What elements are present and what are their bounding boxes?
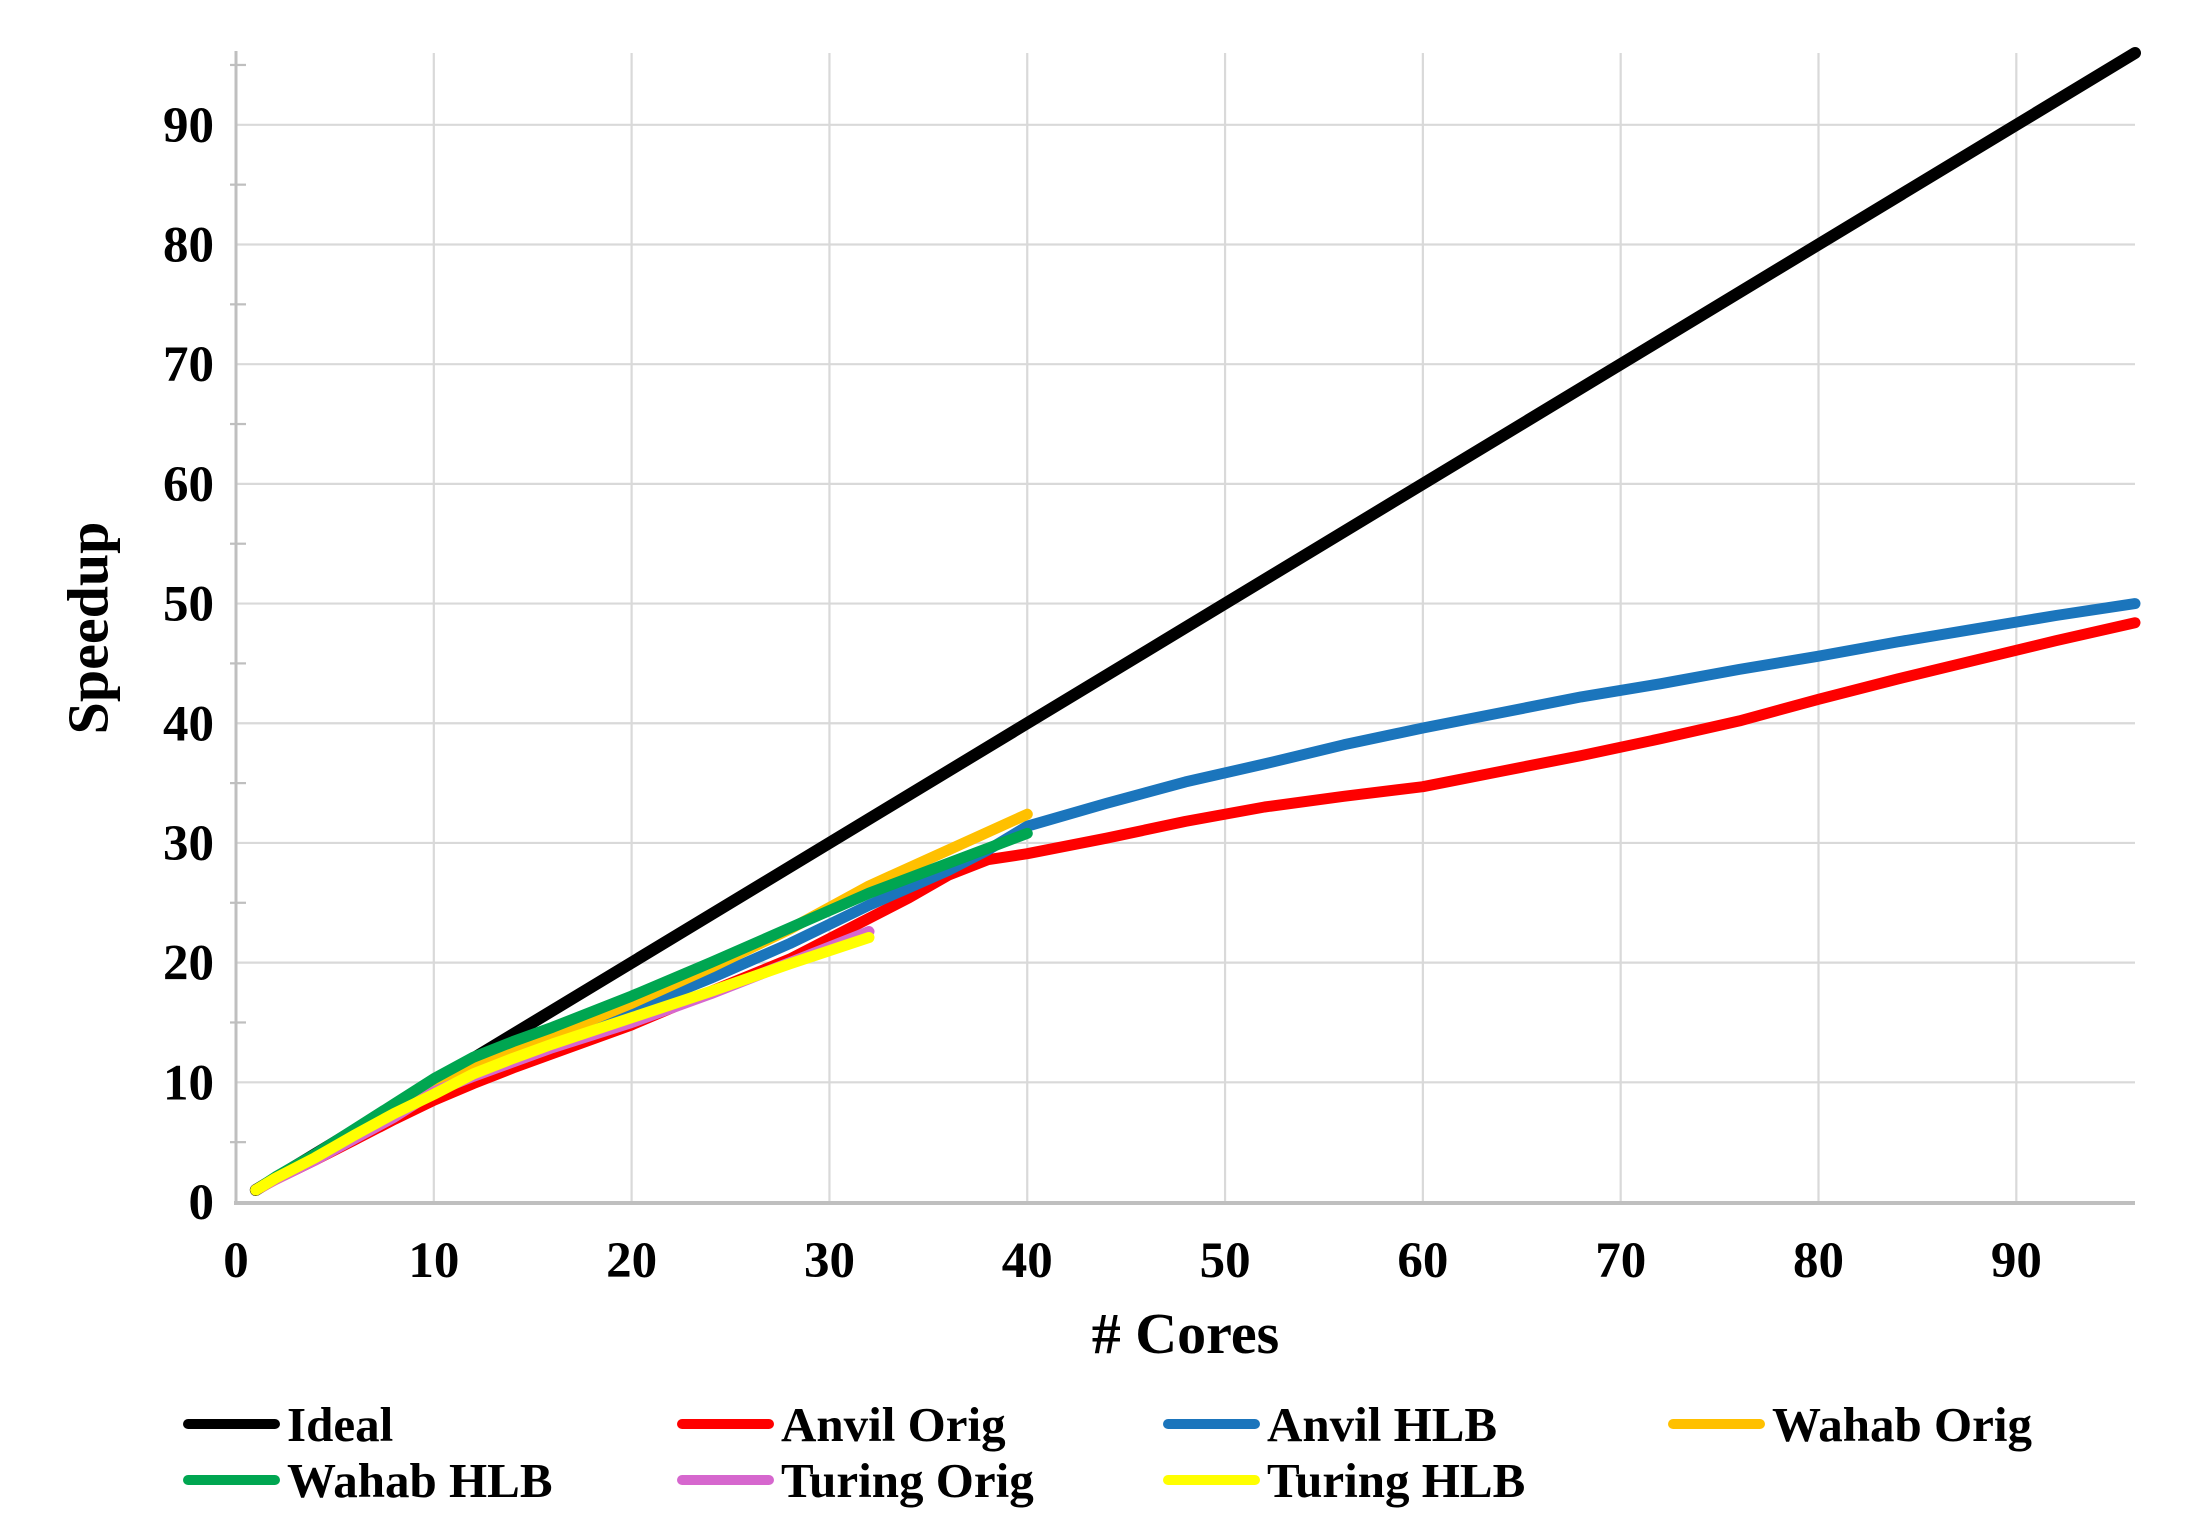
x-tick-label-50: 50: [1200, 1233, 1251, 1289]
x-tick-label-30: 30: [804, 1233, 855, 1289]
series-line-anvil-orig: [250, 617, 2141, 1196]
legend-item-anvil-orig: Anvil Orig: [677, 1396, 1006, 1452]
x-axis-title: # Cores: [1091, 1301, 1280, 1366]
series-line-ideal: [249, 47, 2141, 1196]
y-tick-label-50: 50: [163, 577, 214, 633]
legend-item-wahab-hlb: Wahab HLB: [183, 1452, 553, 1508]
legend-swatch-wahab-orig: [1668, 1419, 1765, 1429]
y-tick-label-20: 20: [163, 936, 214, 992]
x-tick-label-80: 80: [1793, 1233, 1844, 1289]
y-axis-title: Speedup: [55, 521, 121, 735]
legend-item-turing-hlb: Turing HLB: [1163, 1452, 1525, 1508]
x-tick-label-10: 10: [408, 1233, 459, 1289]
legend-label-wahab-orig: Wahab Orig: [1772, 1396, 2033, 1452]
legend-swatch-ideal: [183, 1419, 280, 1429]
x-tick-label-0: 0: [223, 1233, 249, 1289]
legend-swatch-turing-orig: [677, 1475, 774, 1485]
y-tick-label-60: 60: [163, 457, 214, 513]
x-tick-label-20: 20: [606, 1233, 657, 1289]
y-tick-label-0: 0: [189, 1175, 215, 1231]
y-tick-label-30: 30: [163, 816, 214, 872]
y-tick-label-40: 40: [163, 696, 214, 752]
x-tick-label-70: 70: [1595, 1233, 1646, 1289]
y-tick-label-70: 70: [163, 337, 214, 393]
x-tick-label-60: 60: [1397, 1233, 1448, 1289]
legend-label-wahab-hlb: Wahab HLB: [287, 1452, 553, 1508]
series-line-turing-hlb: [250, 932, 875, 1196]
legend-label-turing-orig: Turing Orig: [781, 1452, 1034, 1508]
legend-swatch-anvil-hlb: [1163, 1419, 1260, 1429]
legend-swatch-turing-hlb: [1163, 1475, 1260, 1485]
legend-swatch-anvil-orig: [677, 1419, 774, 1429]
legend-label-ideal: Ideal: [287, 1396, 394, 1452]
legend-label-anvil-orig: Anvil Orig: [781, 1396, 1006, 1452]
legend-item-turing-orig: Turing Orig: [677, 1452, 1034, 1508]
legend-item-wahab-orig: Wahab Orig: [1668, 1396, 2032, 1452]
y-tick-label-90: 90: [163, 98, 214, 154]
y-tick-label-80: 80: [163, 218, 214, 274]
legend-item-anvil-hlb: Anvil HLB: [1163, 1396, 1497, 1452]
x-tick-label-90: 90: [1991, 1233, 2042, 1289]
legend-label-anvil-hlb: Anvil HLB: [1267, 1396, 1498, 1452]
legend-swatch-wahab-hlb: [183, 1475, 280, 1485]
y-tick-label-10: 10: [163, 1055, 214, 1111]
x-tick-label-40: 40: [1002, 1233, 1053, 1289]
legend-label-turing-hlb: Turing HLB: [1267, 1452, 1526, 1508]
legend-item-ideal: Ideal: [183, 1396, 393, 1452]
